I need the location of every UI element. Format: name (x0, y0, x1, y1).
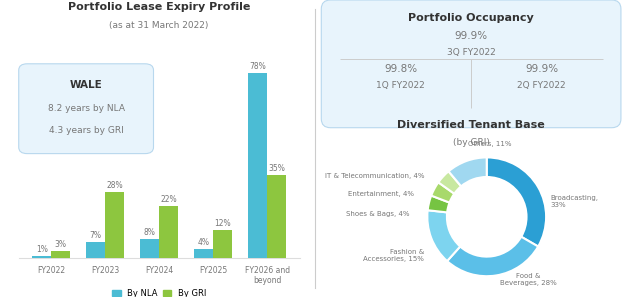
Text: 3Q FY2022: 3Q FY2022 (447, 48, 495, 56)
Text: Shoes & Bags, 4%: Shoes & Bags, 4% (346, 211, 409, 217)
Text: 2Q FY2022: 2Q FY2022 (517, 81, 566, 90)
Bar (140, 239, 159, 258)
Bar (159, 206, 178, 258)
Bar (213, 230, 232, 258)
Text: Diversified Tenant Base: Diversified Tenant Base (397, 120, 545, 130)
Text: Entertainment, 4%: Entertainment, 4% (348, 191, 414, 197)
Wedge shape (449, 157, 487, 186)
Text: 99.8%: 99.8% (384, 64, 417, 74)
Text: 28%: 28% (106, 181, 123, 190)
Text: WALE: WALE (70, 80, 102, 90)
Text: 35%: 35% (268, 164, 285, 173)
Text: Fashion &
Accessories, 15%: Fashion & Accessories, 15% (363, 249, 424, 262)
Text: IT & Telecommunication, 4%: IT & Telecommunication, 4% (325, 173, 424, 179)
Text: 8%: 8% (144, 228, 155, 238)
Text: 3%: 3% (54, 240, 67, 249)
FancyBboxPatch shape (321, 0, 621, 128)
Wedge shape (427, 210, 460, 261)
Legend: By NLA, By GRI: By NLA, By GRI (109, 286, 210, 297)
Text: 1%: 1% (36, 245, 47, 254)
Wedge shape (431, 182, 454, 203)
Text: Food &
Beverages, 28%: Food & Beverages, 28% (500, 273, 557, 286)
Bar (51, 251, 70, 258)
Text: 8.2 years by NLA: 8.2 years by NLA (47, 104, 125, 113)
Text: Broadcasting,
33%: Broadcasting, 33% (551, 195, 599, 208)
Wedge shape (427, 196, 449, 212)
Bar (194, 249, 213, 258)
Text: 4%: 4% (198, 238, 210, 247)
Text: (as at 31 March 2022): (as at 31 March 2022) (109, 21, 209, 30)
Wedge shape (447, 237, 538, 276)
FancyBboxPatch shape (19, 64, 154, 154)
Text: 99.9%: 99.9% (454, 31, 488, 41)
Text: (by GRI): (by GRI) (452, 138, 490, 147)
Text: 78%: 78% (250, 62, 266, 71)
Bar (248, 73, 267, 258)
Bar (32, 256, 51, 258)
Text: 12%: 12% (214, 219, 231, 228)
Bar (86, 242, 105, 258)
Text: Portfolio Occupancy: Portfolio Occupancy (408, 13, 534, 23)
Bar (105, 192, 124, 258)
Text: 7%: 7% (90, 231, 102, 240)
Wedge shape (438, 171, 461, 194)
Text: 22%: 22% (160, 195, 177, 204)
Text: 1Q FY2022: 1Q FY2022 (376, 81, 425, 90)
Text: 4.3 years by GRI: 4.3 years by GRI (49, 126, 124, 135)
Text: Portfolio Lease Expiry Profile: Portfolio Lease Expiry Profile (68, 2, 250, 12)
Bar (267, 175, 286, 258)
Text: 99.9%: 99.9% (525, 64, 558, 74)
Wedge shape (487, 157, 546, 247)
Text: Others, 11%: Others, 11% (468, 141, 512, 147)
